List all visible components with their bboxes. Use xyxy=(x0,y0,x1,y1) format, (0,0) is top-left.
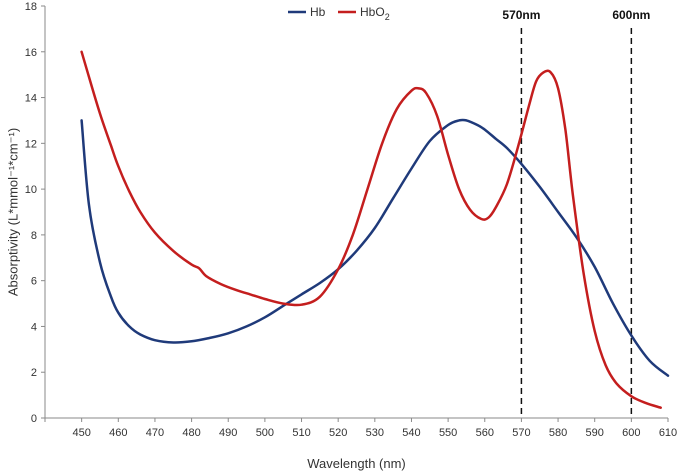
x-tick-label: 590 xyxy=(586,427,604,439)
x-tick-label: 490 xyxy=(219,427,237,439)
reference-line-label: 570nm xyxy=(502,8,540,22)
x-tick-label: 600 xyxy=(622,427,640,439)
x-tick-label: 510 xyxy=(292,427,310,439)
y-tick-label: 18 xyxy=(25,1,37,13)
legend-label-hbo2-main: HbO xyxy=(360,5,385,19)
x-tick-label: 550 xyxy=(439,427,457,439)
x-tick-label: 560 xyxy=(476,427,494,439)
legend-label-hbo2-subscript: 2 xyxy=(385,12,390,22)
x-tick-label: 480 xyxy=(182,427,200,439)
y-tick-label: 0 xyxy=(31,413,37,425)
x-tick-label: 540 xyxy=(402,427,420,439)
legend: Hb HbO2 xyxy=(288,5,390,22)
reference-line-label: 600nm xyxy=(612,8,650,22)
x-tick-label: 500 xyxy=(256,427,274,439)
y-tick-label: 10 xyxy=(25,184,37,196)
series-line-hb xyxy=(80,118,670,377)
series-lines xyxy=(80,50,670,409)
y-axis-title: Absorptivity (L*mmol⁻¹*cm⁻¹) xyxy=(5,128,20,296)
x-tick-label: 460 xyxy=(109,427,127,439)
y-tick-label: 8 xyxy=(31,230,37,242)
x-tick-label: 610 xyxy=(659,427,677,439)
y-tick-label: 2 xyxy=(31,367,37,379)
x-axis-title: Wavelength (nm) xyxy=(307,456,406,471)
legend-label-hbo2: HbO2 xyxy=(360,5,390,22)
series-line-hbo2 xyxy=(80,50,662,409)
y-tick-label: 14 xyxy=(25,93,37,105)
y-tick-label: 6 xyxy=(31,276,37,288)
x-tick-label: 520 xyxy=(329,427,347,439)
y-tick-label: 12 xyxy=(25,138,37,150)
x-tick-label: 530 xyxy=(366,427,384,439)
x-tick-label: 570 xyxy=(512,427,530,439)
x-tick-label: 580 xyxy=(549,427,567,439)
y-tick-label: 16 xyxy=(25,47,37,59)
legend-label-hb: Hb xyxy=(310,5,326,19)
reference-lines: 570nm 600nm xyxy=(502,8,650,418)
axes: 0 2 4 6 8 10 12 14 16 18 450 460 470 480 490 500 510 520 5… xyxy=(25,1,677,439)
y-tick-label: 4 xyxy=(31,321,37,333)
x-tick-label: 470 xyxy=(146,427,164,439)
x-tick-label: 450 xyxy=(72,427,90,439)
